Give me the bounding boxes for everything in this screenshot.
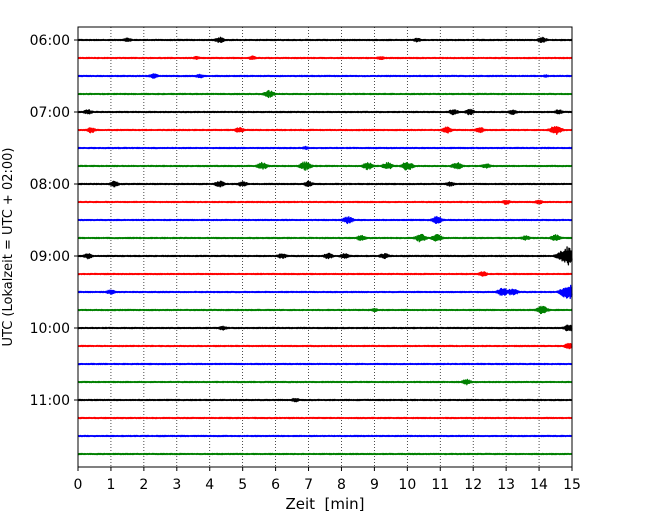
x-tick-label: 0 <box>74 477 83 493</box>
seismogram-trace <box>77 342 573 350</box>
seismogram-trace <box>77 434 573 438</box>
x-tick-label: 2 <box>139 477 148 493</box>
seismogram-trace <box>77 36 573 43</box>
seismogram-trace <box>77 362 573 366</box>
x-tick-label: 4 <box>205 477 214 493</box>
y-tick-label: 10:00 <box>30 321 70 337</box>
grid-lines <box>110 27 540 467</box>
y-tick-label: 11:00 <box>30 393 70 409</box>
seismogram-trace <box>77 416 573 420</box>
seismogram-trace <box>77 180 573 188</box>
x-tick-label: 7 <box>304 477 313 493</box>
y-tick-label: 06:00 <box>30 33 70 49</box>
x-tick-label: 13 <box>497 477 515 493</box>
seismogram-trace <box>77 452 573 456</box>
seismogram-trace <box>77 246 573 266</box>
x-tick-label: 11 <box>431 477 449 493</box>
seismogram-trace <box>77 324 573 332</box>
x-tick-label: 3 <box>172 477 181 493</box>
seismogram-trace <box>77 305 573 315</box>
x-tick-label: 15 <box>563 477 581 493</box>
seismogram-trace <box>77 284 573 300</box>
seismogram-trace <box>77 125 573 136</box>
x-tick-label: 9 <box>370 477 379 493</box>
x-axis-ticks: 0 1 2 3 4 5 6 7 8 9 10 11 12 13 14 15 <box>74 467 581 493</box>
x-tick-label: 6 <box>271 477 280 493</box>
x-tick-label: 1 <box>106 477 115 493</box>
y-axis-label: UTC (Lokalzeit = UTC + 02:00) <box>1 148 16 347</box>
seismogram-trace <box>77 108 573 116</box>
seismogram-trace <box>77 378 573 386</box>
plot-background <box>78 27 572 467</box>
seismogram-trace <box>77 233 573 243</box>
x-axis-label: Zeit [min] <box>285 495 364 513</box>
seismogram-trace <box>77 145 573 151</box>
y-tick-label: 07:00 <box>30 105 70 121</box>
seismogram-trace <box>77 271 573 277</box>
seismogram-trace <box>77 161 573 171</box>
x-tick-label: 5 <box>238 477 247 493</box>
y-tick-label: 09:00 <box>30 249 70 265</box>
x-tick-label: 8 <box>337 477 346 493</box>
seismogram-trace <box>77 55 573 61</box>
seismogram-trace <box>77 89 573 99</box>
seismogram-trace <box>77 397 573 403</box>
y-tick-label: 08:00 <box>30 177 70 193</box>
plot-frame <box>77 26 573 468</box>
trace-group <box>77 36 573 456</box>
seismogram-trace <box>77 215 573 225</box>
seismogram-trace <box>77 73 573 79</box>
x-tick-label: 14 <box>530 477 548 493</box>
seismogram-trace <box>77 199 573 205</box>
y-axis-ticks: 06:00 07:00 08:00 09:00 10:00 11:00 <box>30 33 78 409</box>
x-tick-label: 10 <box>398 477 416 493</box>
x-tick-label: 12 <box>464 477 482 493</box>
